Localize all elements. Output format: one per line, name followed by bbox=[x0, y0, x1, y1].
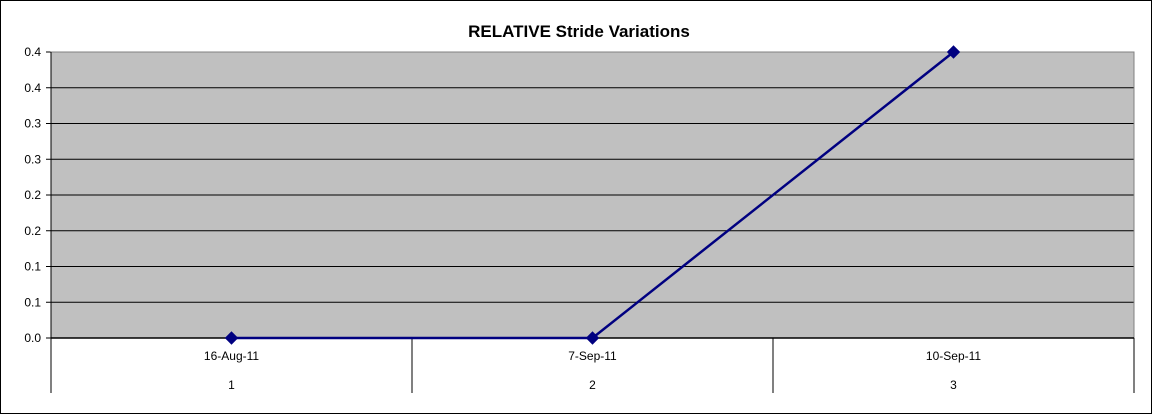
x-tick-label-index: 1 bbox=[228, 378, 235, 392]
data-point-marker bbox=[585, 331, 600, 345]
data-point-marker bbox=[946, 45, 961, 59]
y-tick-label: 0.4 bbox=[24, 81, 41, 95]
plot-area: 0.0 0.1 0.1 0.2 0.2 0.3 0.3 0.4 0.4 16-Aug-11 1 7-S… bbox=[24, 45, 1135, 393]
x-tick-label-date: 10-Sep-11 bbox=[926, 349, 981, 363]
data-point-marker bbox=[224, 331, 239, 345]
x-tick-label-date: 7-Sep-11 bbox=[568, 349, 617, 363]
y-tick-label: 0.2 bbox=[24, 224, 41, 238]
x-tick-label-date: 16-Aug-11 bbox=[204, 349, 259, 363]
y-tick-label: 0.3 bbox=[24, 117, 41, 131]
x-tick-label-index: 2 bbox=[589, 378, 596, 392]
x-tick-label-index: 3 bbox=[950, 378, 957, 392]
y-tick-label: 0.2 bbox=[24, 188, 41, 202]
y-tick-label: 0.1 bbox=[24, 295, 41, 309]
y-tick-label: 0.4 bbox=[24, 45, 41, 59]
y-tick-label: 0.0 bbox=[24, 331, 41, 345]
y-tick-label: 0.1 bbox=[24, 260, 41, 274]
y-tick-label: 0.3 bbox=[24, 152, 41, 166]
chart-title: RELATIVE Stride Variations bbox=[468, 22, 690, 41]
